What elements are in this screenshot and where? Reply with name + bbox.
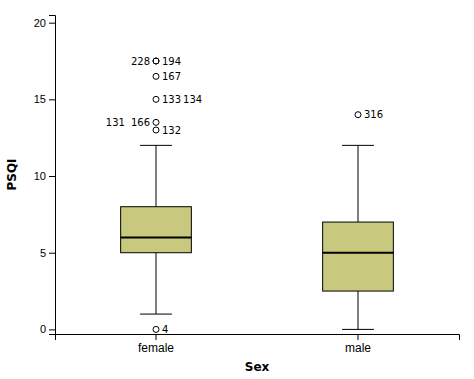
whisker-cap xyxy=(342,329,374,330)
outlier-labels: 4 132 131 166 133 134 167 194 228 316 xyxy=(106,56,383,335)
outlier xyxy=(153,119,159,125)
whisker-cap xyxy=(140,145,172,146)
outlier xyxy=(153,326,159,332)
whisker xyxy=(156,145,157,206)
x-tick-label: female xyxy=(138,341,174,355)
y-tick: 10 xyxy=(34,170,55,182)
x-tick-label: male xyxy=(345,341,371,355)
whisker xyxy=(156,253,157,314)
y-tick-label: 20 xyxy=(34,17,46,29)
y-tick: 15 xyxy=(34,93,55,105)
x-tick-mark xyxy=(156,334,157,340)
outlier xyxy=(153,58,159,64)
y-tick-label: 15 xyxy=(34,93,46,105)
x-axis: female male xyxy=(56,334,460,355)
outlier xyxy=(153,96,159,102)
y-tick-label: 10 xyxy=(34,170,46,182)
whisker-cap xyxy=(342,145,374,146)
y-axis-line xyxy=(49,16,56,335)
y-tick: 0 xyxy=(40,323,55,335)
y-axis: 0 5 10 15 20 xyxy=(34,16,56,336)
y-tick: 20 xyxy=(34,17,55,29)
median xyxy=(323,252,394,254)
outlier xyxy=(153,58,159,64)
outlier-label: 132 xyxy=(162,125,181,136)
box xyxy=(323,222,394,291)
box xyxy=(121,207,192,253)
median xyxy=(121,236,192,238)
outlier-label: 316 xyxy=(364,109,383,120)
x-tick-mark xyxy=(358,334,359,340)
box-group xyxy=(323,112,394,330)
outlier-label: 228 xyxy=(131,56,150,67)
whisker xyxy=(358,145,359,222)
x-tick: male xyxy=(345,334,371,355)
y-tick-mark xyxy=(49,23,55,24)
outlier-label: 4 xyxy=(162,324,168,335)
outlier-label: 167 xyxy=(162,71,181,82)
x-axis-line xyxy=(56,335,460,341)
y-tick-label: 0 xyxy=(40,323,46,335)
outlier xyxy=(355,112,361,118)
y-tick: 5 xyxy=(40,247,55,259)
outlier-label: 131 166 xyxy=(106,117,150,128)
marks xyxy=(121,58,394,332)
outlier-label: 194 xyxy=(162,56,181,67)
whisker-cap xyxy=(140,314,172,315)
outlier-label: 133 134 xyxy=(162,94,202,105)
outlier xyxy=(153,127,159,133)
y-tick-mark xyxy=(49,176,55,177)
y-tick-label: 5 xyxy=(40,247,46,259)
outlier xyxy=(153,73,159,79)
y-tick-mark xyxy=(49,329,55,330)
y-tick-mark xyxy=(49,253,55,254)
y-tick-mark xyxy=(49,99,55,100)
x-axis-title: Sex xyxy=(245,360,270,374)
whisker xyxy=(358,291,359,329)
y-axis-title: PSQI xyxy=(5,158,19,190)
plot: 0 5 10 15 20 female male 4 132 131 166 133 134 167 1… xyxy=(34,16,460,355)
chart: 0 5 10 15 20 female male 4 132 131 166 133 134 167 1… xyxy=(0,0,474,379)
x-tick: female xyxy=(138,334,174,355)
